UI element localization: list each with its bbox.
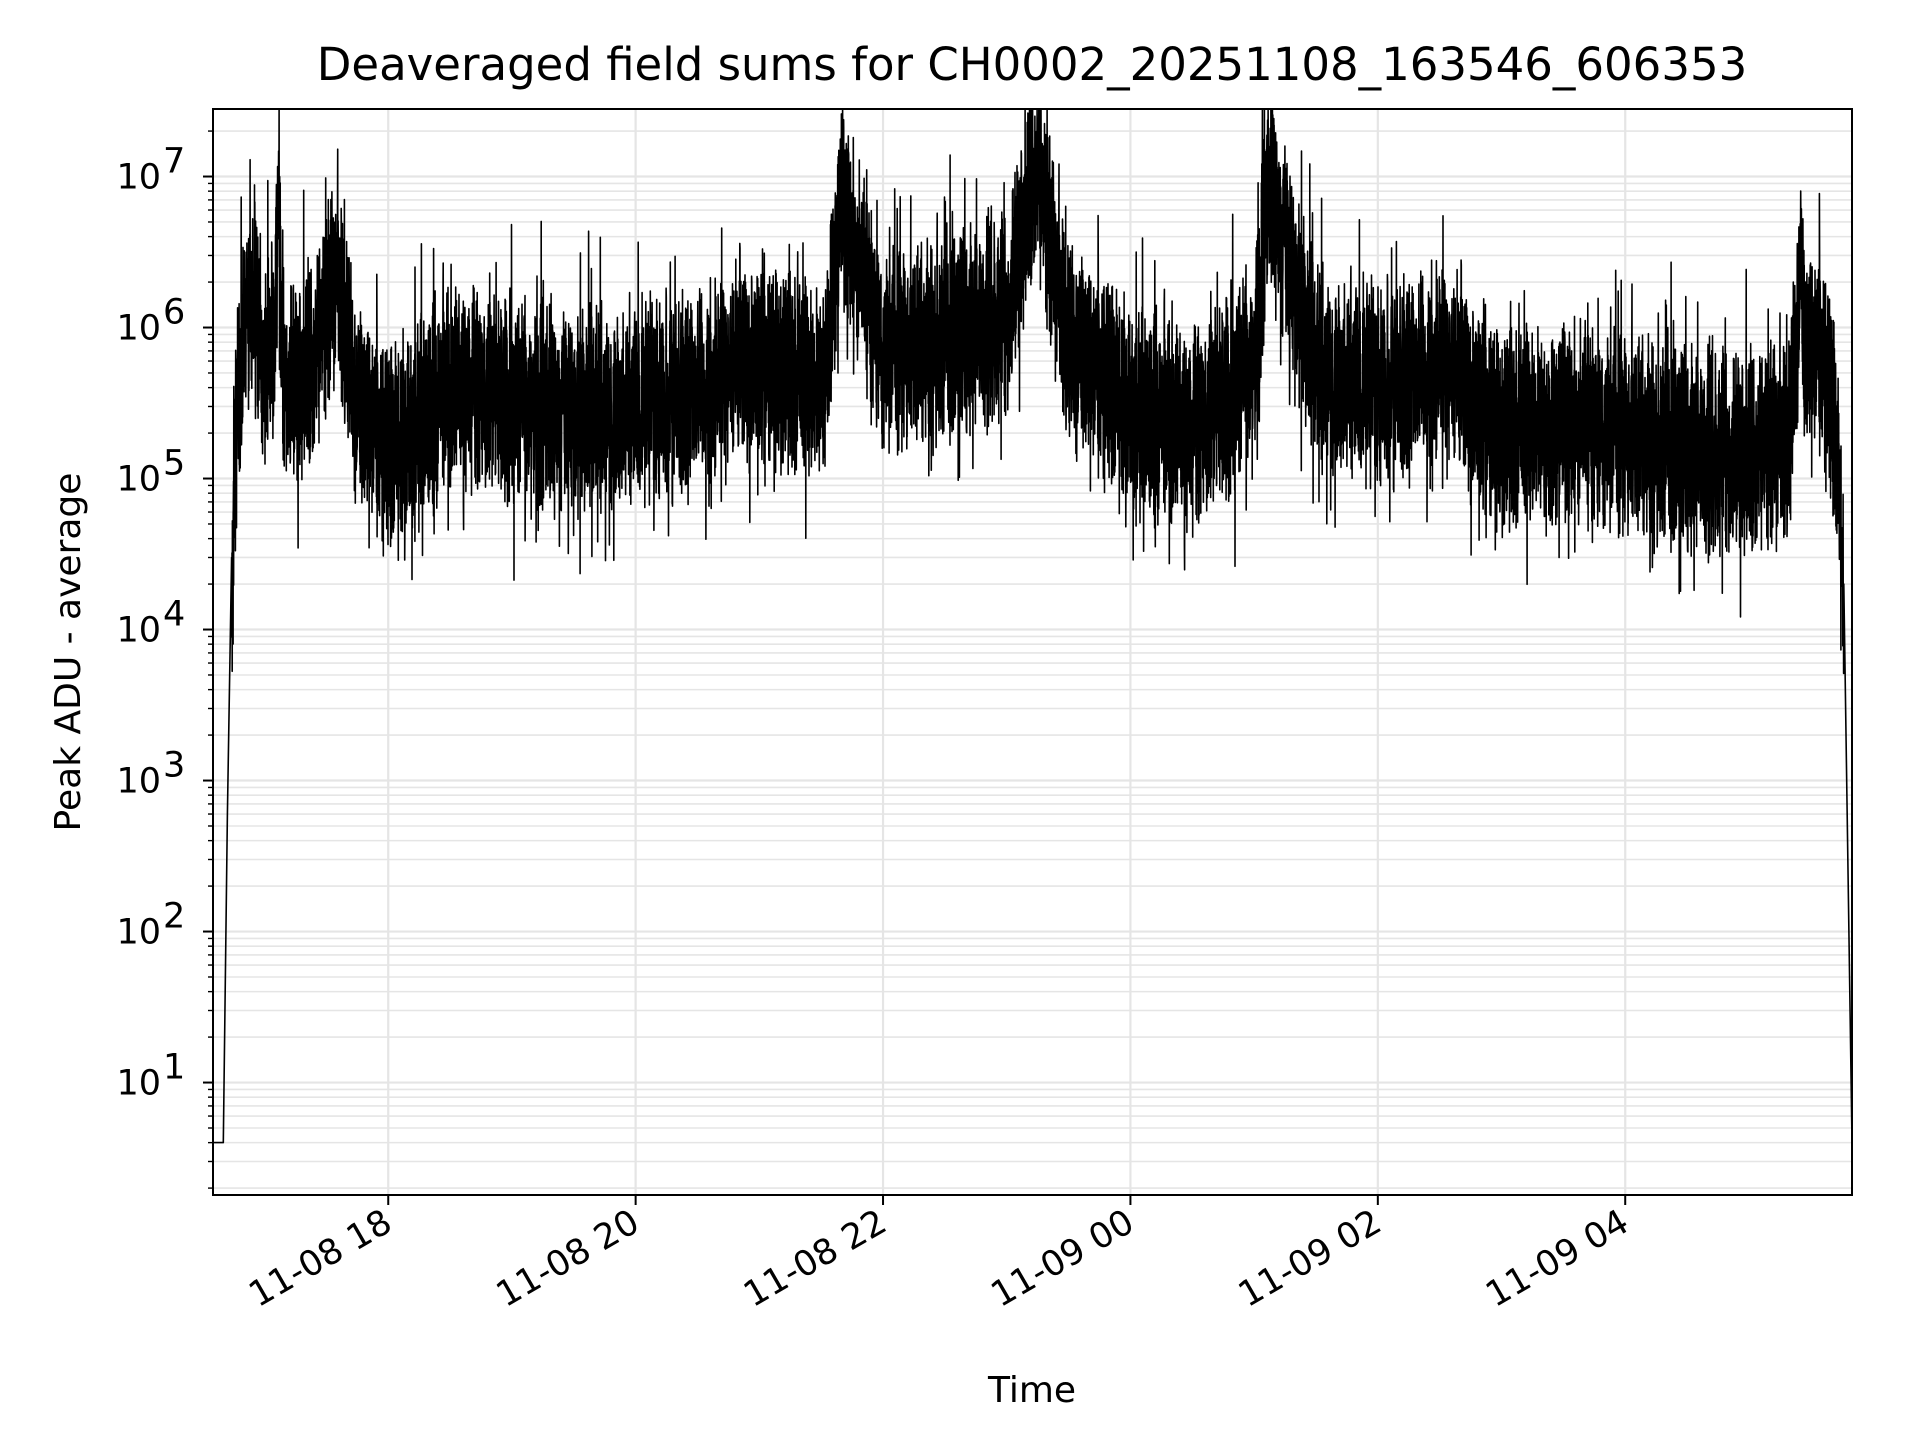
y-tick-label: 10 — [116, 762, 161, 802]
y-tick-exponent: 2 — [163, 897, 185, 937]
y-tick-exponent: 3 — [163, 746, 185, 786]
chart-title: Deaveraged field sums for CH0002_2025110… — [317, 38, 1747, 91]
y-tick-label: 10 — [116, 309, 161, 349]
y-tick-label: 10 — [116, 460, 161, 500]
y-tick-exponent: 4 — [163, 595, 185, 635]
x-axis-label: Time — [987, 1370, 1076, 1411]
series-line — [213, 108, 1853, 1144]
y-tick-exponent: 7 — [163, 142, 185, 182]
y-tick-label: 10 — [116, 1064, 161, 1104]
y-axis-label: Peak ADU - average — [48, 473, 89, 832]
y-tick-exponent: 6 — [163, 293, 185, 333]
y-tick-label: 10 — [116, 611, 161, 651]
y-tick-exponent: 1 — [163, 1048, 185, 1088]
y-tick-label: 10 — [116, 913, 161, 953]
plot-frame — [212, 108, 1853, 1196]
series-layer — [213, 108, 1853, 1144]
y-tick-label: 10 — [116, 158, 161, 198]
y-tick-exponent: 5 — [163, 444, 185, 484]
